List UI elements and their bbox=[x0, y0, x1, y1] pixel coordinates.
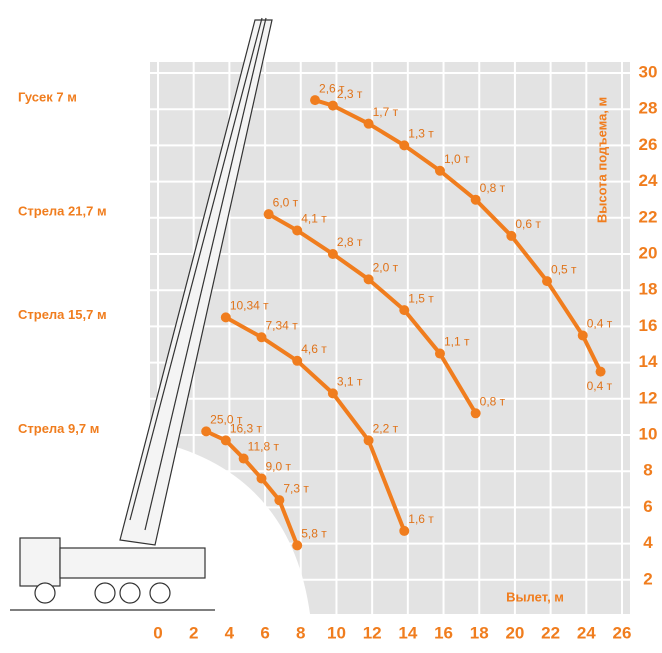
y-tick-label: 26 bbox=[639, 135, 658, 154]
y-tick-label: 22 bbox=[639, 207, 658, 226]
y-tick-label: 30 bbox=[639, 62, 658, 81]
y-tick-label: 14 bbox=[639, 352, 658, 371]
y-axis-label: Высота подъема, м bbox=[594, 97, 609, 223]
point bbox=[274, 495, 285, 506]
x-tick-label: 4 bbox=[225, 623, 235, 642]
point-label: 3,1 т bbox=[337, 375, 363, 389]
point bbox=[327, 249, 338, 259]
point-label: 0,8 т bbox=[480, 181, 506, 195]
point bbox=[327, 100, 338, 111]
y-tick-label: 4 bbox=[643, 533, 653, 552]
point-label: 1,6 т bbox=[408, 512, 434, 526]
point-label: 0,6 т bbox=[515, 217, 541, 231]
point bbox=[595, 366, 606, 377]
point bbox=[577, 330, 588, 341]
x-tick-label: 6 bbox=[260, 623, 269, 642]
point bbox=[292, 355, 303, 366]
point bbox=[434, 348, 445, 359]
y-tick-label: 6 bbox=[643, 497, 652, 516]
series-line bbox=[223, 315, 407, 533]
point bbox=[399, 525, 410, 536]
x-tick-label: 2 bbox=[189, 623, 198, 642]
point-label: 7,3 т bbox=[283, 481, 309, 495]
point-label: 1,3 т bbox=[408, 127, 434, 141]
point bbox=[327, 388, 338, 399]
point bbox=[220, 435, 231, 446]
y-tick-label: 8 bbox=[643, 461, 652, 480]
x-tick-label: 16 bbox=[434, 623, 453, 642]
point-label: 16,3 т bbox=[230, 422, 263, 436]
point-label: 0,8 т bbox=[480, 394, 506, 408]
point bbox=[220, 312, 231, 323]
point-label: 2,8 т bbox=[337, 235, 363, 249]
point bbox=[292, 540, 303, 551]
point bbox=[542, 276, 553, 287]
point bbox=[399, 140, 410, 151]
point-label: 1,7 т bbox=[373, 105, 399, 119]
point bbox=[399, 305, 410, 316]
point-label: 25,0 т bbox=[210, 413, 243, 427]
point bbox=[310, 95, 321, 106]
y-tick-label: 10 bbox=[639, 424, 658, 443]
point-label: 9,0 т bbox=[266, 460, 292, 474]
point bbox=[201, 426, 212, 437]
legend-label: Гусек 7 м bbox=[18, 90, 77, 105]
point-label: 7,34 т bbox=[266, 318, 299, 332]
y-tick-label: 12 bbox=[639, 388, 658, 407]
point-label: 1,5 т bbox=[408, 291, 434, 305]
x-tick-label: 18 bbox=[470, 623, 489, 642]
x-axis-label: Вылет, м bbox=[506, 589, 564, 604]
x-tick-label: 22 bbox=[541, 623, 560, 642]
point bbox=[256, 473, 267, 484]
x-tick-label: 12 bbox=[363, 623, 382, 642]
point bbox=[256, 332, 267, 343]
point-label: 2,3 т bbox=[337, 87, 363, 101]
point-label: 1,0 т bbox=[444, 152, 470, 166]
point bbox=[470, 194, 481, 205]
point-label: 0,4 т bbox=[587, 379, 613, 393]
point bbox=[434, 165, 445, 176]
y-tick-label: 20 bbox=[639, 243, 658, 262]
y-tick-label: 2 bbox=[643, 569, 652, 588]
point-label: 2,2 т bbox=[373, 422, 399, 436]
point-label: 2,0 т bbox=[373, 261, 399, 275]
y-tick-label: 24 bbox=[639, 171, 658, 190]
point-label: 10,34 т bbox=[230, 299, 269, 313]
point bbox=[470, 408, 481, 419]
x-tick-label: 0 bbox=[153, 623, 162, 642]
point-label: 11,8 т bbox=[248, 440, 280, 454]
x-tick-label: 14 bbox=[398, 623, 417, 642]
point-label: 6,0 т bbox=[273, 195, 299, 209]
point-label: 4,1 т bbox=[301, 212, 327, 226]
x-tick-label: 26 bbox=[613, 623, 632, 642]
y-tick-label: 18 bbox=[639, 280, 658, 299]
x-tick-label: 10 bbox=[327, 623, 346, 642]
legend-label: Стрела 9,7 м bbox=[18, 421, 99, 436]
point bbox=[292, 225, 303, 236]
point-label: 4,6 т bbox=[301, 342, 327, 356]
point bbox=[506, 230, 517, 241]
point bbox=[238, 453, 249, 464]
crane-drawing bbox=[10, 17, 273, 611]
x-tick-label: 20 bbox=[505, 623, 524, 642]
series-line bbox=[313, 98, 603, 374]
point bbox=[363, 435, 374, 446]
point-label: 2,6 т bbox=[319, 81, 345, 95]
legend-label: Стрела 15,7 м bbox=[18, 307, 107, 322]
point-label: 0,4 т bbox=[587, 317, 613, 331]
point bbox=[363, 274, 374, 285]
legend-label: Стрела 21,7 м bbox=[18, 204, 107, 219]
point-label: 0,5 т bbox=[551, 262, 577, 276]
x-tick-label: 8 bbox=[296, 623, 305, 642]
y-tick-label: 16 bbox=[639, 316, 658, 335]
point-label: 5,8 т bbox=[301, 527, 327, 541]
point-label: 1,1 т bbox=[444, 335, 470, 349]
point bbox=[363, 118, 374, 129]
x-tick-label: 24 bbox=[577, 623, 596, 642]
y-tick-label: 28 bbox=[639, 99, 658, 118]
point bbox=[263, 209, 274, 220]
